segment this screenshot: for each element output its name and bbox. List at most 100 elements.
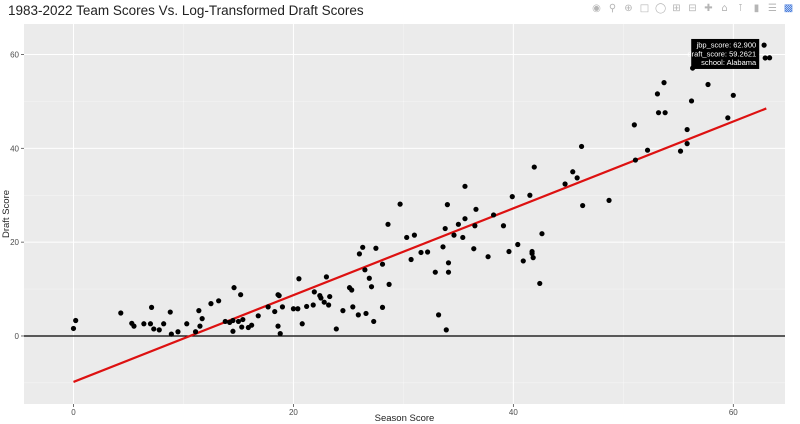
zoom-icon[interactable]: ⚲ bbox=[608, 2, 617, 14]
data-point[interactable] bbox=[730, 92, 736, 98]
data-point[interactable] bbox=[118, 310, 124, 316]
data-point[interactable] bbox=[156, 327, 162, 333]
data-point[interactable] bbox=[442, 225, 448, 232]
data-point[interactable] bbox=[515, 241, 521, 248]
data-point[interactable] bbox=[168, 331, 174, 337]
data-point[interactable] bbox=[230, 328, 236, 334]
data-point[interactable] bbox=[631, 122, 637, 128]
data-point[interactable] bbox=[500, 223, 507, 229]
data-point[interactable] bbox=[531, 164, 537, 170]
data-point[interactable] bbox=[196, 308, 202, 314]
data-point[interactable] bbox=[235, 318, 242, 325]
data-point[interactable] bbox=[222, 318, 228, 325]
data-point[interactable] bbox=[276, 293, 282, 299]
data-point[interactable] bbox=[677, 148, 684, 154]
data-point[interactable] bbox=[529, 250, 535, 257]
data-point[interactable] bbox=[296, 276, 302, 282]
data-point[interactable] bbox=[762, 55, 768, 61]
data-point[interactable] bbox=[360, 244, 366, 250]
data-point[interactable] bbox=[368, 284, 375, 290]
zoom-in-icon[interactable]: ⊞ bbox=[672, 2, 681, 14]
data-point[interactable] bbox=[404, 234, 410, 241]
data-point[interactable] bbox=[175, 329, 181, 335]
data-point[interactable] bbox=[462, 183, 468, 189]
data-point[interactable] bbox=[445, 260, 452, 266]
data-point[interactable] bbox=[277, 331, 283, 337]
home-icon[interactable]: ⌂ bbox=[721, 2, 728, 14]
data-point[interactable] bbox=[147, 321, 154, 327]
data-point[interactable] bbox=[371, 318, 377, 325]
data-point[interactable] bbox=[397, 201, 403, 207]
data-point[interactable] bbox=[249, 322, 255, 328]
data-point[interactable] bbox=[562, 181, 568, 187]
data-point[interactable] bbox=[167, 309, 173, 315]
select-box-icon[interactable]: □ bbox=[639, 2, 650, 14]
data-point[interactable] bbox=[705, 81, 711, 88]
data-point[interactable] bbox=[240, 316, 246, 323]
data-point[interactable] bbox=[362, 267, 368, 273]
data-point[interactable] bbox=[462, 216, 468, 222]
data-point[interactable] bbox=[509, 194, 515, 200]
data-point[interactable] bbox=[184, 321, 190, 327]
data-point[interactable] bbox=[311, 289, 317, 295]
data-point[interactable] bbox=[148, 304, 155, 310]
data-point[interactable] bbox=[279, 304, 286, 310]
data-point[interactable] bbox=[151, 326, 157, 332]
data-point[interactable] bbox=[355, 312, 361, 318]
data-point[interactable] bbox=[455, 221, 461, 227]
data-point[interactable] bbox=[472, 223, 478, 229]
data-point[interactable] bbox=[418, 249, 424, 256]
data-point[interactable] bbox=[444, 202, 450, 208]
data-point[interactable] bbox=[527, 192, 533, 198]
zoom-out-icon[interactable]: ⊟ bbox=[688, 2, 697, 14]
data-point[interactable] bbox=[632, 157, 639, 163]
camera-icon[interactable]: ◉ bbox=[592, 2, 601, 14]
data-point[interactable] bbox=[385, 221, 391, 227]
data-point[interactable] bbox=[299, 321, 305, 327]
data-point[interactable] bbox=[238, 292, 244, 298]
data-point[interactable] bbox=[141, 321, 147, 327]
data-point[interactable] bbox=[290, 306, 297, 312]
data-point[interactable] bbox=[379, 261, 386, 267]
data-point[interactable] bbox=[767, 55, 773, 61]
data-point[interactable] bbox=[761, 42, 767, 48]
data-point[interactable] bbox=[304, 303, 310, 310]
spike-lines-icon[interactable]: ⊺ bbox=[737, 2, 744, 14]
plotly-logo-icon[interactable]: ▩ bbox=[783, 2, 794, 14]
data-point[interactable] bbox=[684, 126, 690, 133]
data-point[interactable] bbox=[363, 310, 369, 317]
data-point[interactable] bbox=[537, 280, 543, 287]
data-point[interactable] bbox=[451, 232, 457, 238]
data-point[interactable] bbox=[684, 141, 690, 147]
data-point[interactable] bbox=[445, 269, 452, 275]
data-point[interactable] bbox=[356, 251, 363, 257]
data-point[interactable] bbox=[654, 91, 661, 97]
data-point[interactable] bbox=[440, 244, 446, 250]
data-point[interactable] bbox=[386, 281, 392, 287]
data-point[interactable] bbox=[662, 110, 668, 116]
data-point[interactable] bbox=[574, 175, 580, 181]
data-point[interactable] bbox=[272, 308, 278, 315]
data-point[interactable] bbox=[265, 304, 271, 310]
data-point[interactable] bbox=[661, 80, 667, 86]
data-point[interactable] bbox=[688, 98, 695, 104]
data-point[interactable] bbox=[161, 321, 167, 327]
data-point[interactable] bbox=[216, 298, 222, 304]
data-point[interactable] bbox=[310, 302, 316, 308]
data-point[interactable] bbox=[570, 169, 576, 175]
data-point[interactable] bbox=[70, 325, 77, 332]
data-point[interactable] bbox=[606, 197, 612, 203]
data-point[interactable] bbox=[460, 234, 466, 241]
data-point[interactable] bbox=[321, 299, 327, 305]
hover-compare-icon[interactable]: ☰ bbox=[768, 2, 777, 14]
data-point[interactable] bbox=[520, 258, 526, 264]
data-point[interactable] bbox=[275, 323, 281, 329]
data-point[interactable] bbox=[349, 287, 355, 293]
data-point[interactable] bbox=[327, 293, 333, 300]
data-point[interactable] bbox=[490, 212, 497, 218]
data-point[interactable] bbox=[199, 316, 205, 322]
data-point[interactable] bbox=[443, 327, 449, 333]
data-point[interactable] bbox=[725, 115, 731, 121]
data-point[interactable] bbox=[350, 304, 356, 310]
